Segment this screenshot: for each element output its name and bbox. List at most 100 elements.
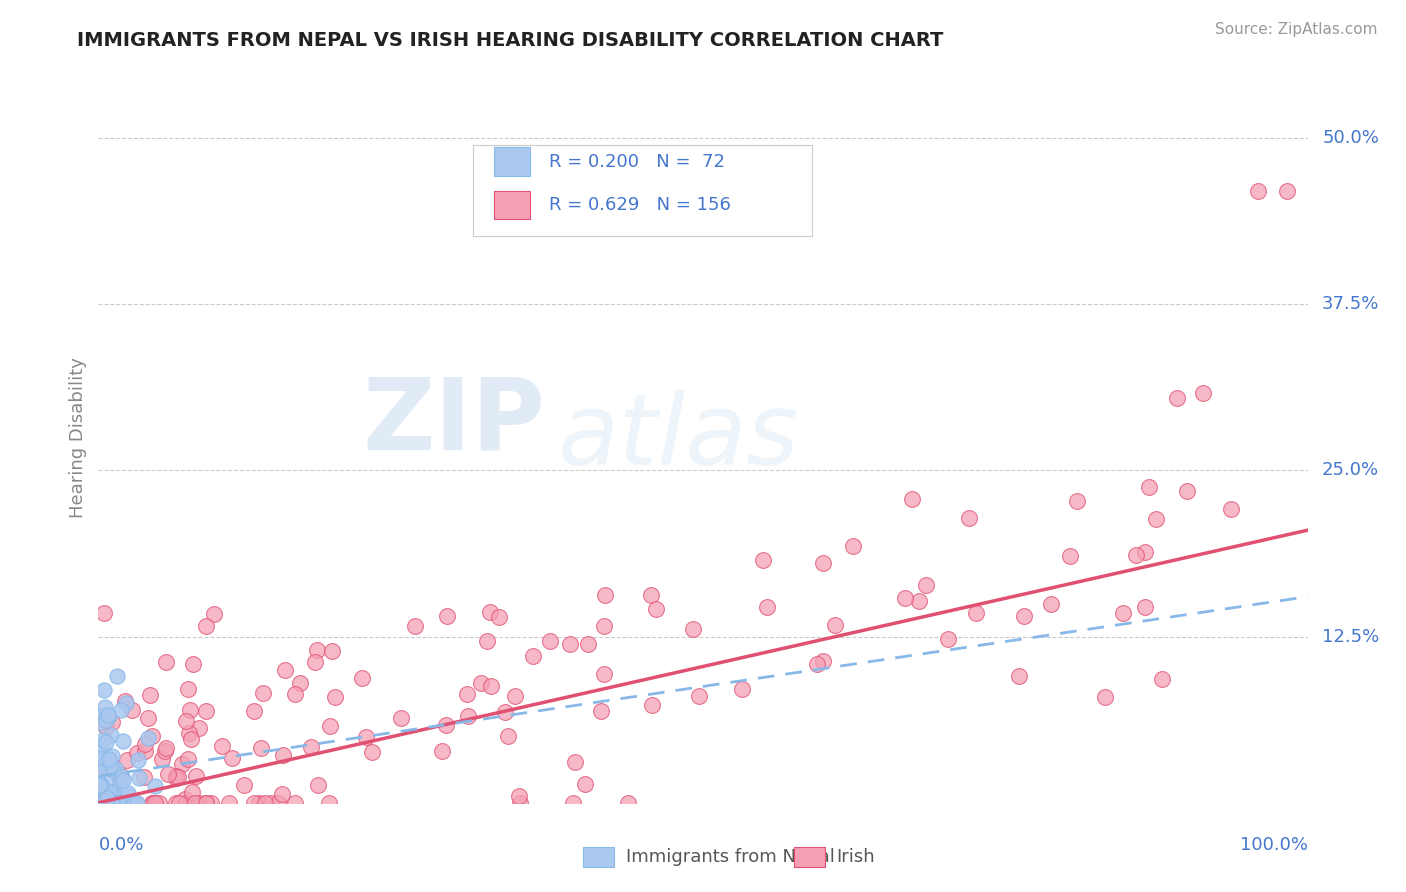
Point <box>756 600 779 615</box>
Point <box>90 779 112 793</box>
Point <box>288 676 311 690</box>
Point <box>90 783 112 797</box>
Point <box>101 796 124 810</box>
Point <box>89 781 111 796</box>
Text: 50.0%: 50.0% <box>1322 128 1379 147</box>
Point <box>148 796 170 810</box>
Text: Immigrants from Nepal: Immigrants from Nepal <box>626 848 835 866</box>
Point <box>195 796 218 810</box>
Point <box>1152 673 1174 687</box>
Point <box>188 796 211 810</box>
Point <box>117 786 139 800</box>
Point <box>270 787 292 801</box>
Point <box>1219 502 1241 516</box>
Point <box>122 796 145 810</box>
Point <box>93 796 115 810</box>
Point <box>89 796 111 810</box>
Point <box>1175 483 1198 498</box>
Point <box>1133 544 1156 558</box>
Point <box>89 796 111 810</box>
Point <box>91 757 114 772</box>
Point <box>404 619 426 633</box>
Point <box>1012 609 1035 624</box>
Point <box>165 796 187 810</box>
Point <box>108 796 131 810</box>
Point <box>143 780 166 794</box>
Point <box>1144 512 1167 526</box>
Point <box>90 795 112 809</box>
Text: Source: ZipAtlas.com: Source: ZipAtlas.com <box>1215 22 1378 37</box>
Point <box>89 778 111 792</box>
Point <box>173 791 195 805</box>
Point <box>894 591 917 606</box>
Point <box>101 764 124 778</box>
Point <box>688 689 710 703</box>
Point <box>90 757 112 772</box>
Point <box>271 747 294 762</box>
Point <box>89 796 111 810</box>
Point <box>93 682 115 697</box>
Point <box>134 744 156 758</box>
Point <box>509 796 531 810</box>
Point <box>564 755 586 769</box>
Point <box>93 784 115 798</box>
Point <box>165 771 187 785</box>
Point <box>470 676 492 690</box>
Point <box>211 739 233 753</box>
Point <box>96 788 118 802</box>
Point <box>94 756 117 771</box>
Point <box>936 632 959 647</box>
Point <box>121 703 143 717</box>
Point <box>436 609 458 624</box>
Point <box>488 610 510 624</box>
Point <box>194 704 217 718</box>
Point <box>247 796 270 810</box>
Point <box>496 729 519 743</box>
Point <box>111 773 134 788</box>
Text: 100.0%: 100.0% <box>1240 836 1308 854</box>
Point <box>87 796 110 810</box>
Point <box>965 607 987 621</box>
Point <box>221 751 243 765</box>
Point <box>430 744 453 758</box>
Point <box>456 687 478 701</box>
Text: R = 0.200   N =  72: R = 0.200 N = 72 <box>550 153 725 170</box>
Point <box>181 785 204 799</box>
Point <box>250 740 273 755</box>
Point <box>172 757 194 772</box>
Point <box>107 796 129 810</box>
Point <box>89 751 111 765</box>
Point <box>101 796 124 810</box>
Point <box>243 704 266 718</box>
Point <box>576 637 599 651</box>
Point <box>101 714 124 729</box>
Point <box>94 775 117 789</box>
Point <box>730 682 752 697</box>
Point <box>305 642 328 657</box>
Point <box>127 746 149 760</box>
Point <box>108 796 131 810</box>
Point <box>1059 549 1081 563</box>
Point <box>177 681 200 696</box>
Point <box>641 698 664 712</box>
Point <box>354 730 377 744</box>
Point <box>1137 480 1160 494</box>
Point <box>284 796 307 810</box>
Point <box>96 790 118 805</box>
Point <box>125 796 148 810</box>
Point <box>90 778 112 792</box>
Point <box>98 785 121 799</box>
Point <box>110 796 132 810</box>
Point <box>107 669 129 683</box>
Point <box>177 725 200 739</box>
Point <box>1166 391 1188 405</box>
Point <box>682 622 704 636</box>
Point <box>93 796 115 810</box>
Point <box>283 688 305 702</box>
Point <box>752 553 775 567</box>
Text: atlas: atlas <box>558 389 800 485</box>
Point <box>304 655 326 669</box>
Point <box>110 796 132 810</box>
Point <box>141 729 163 743</box>
Point <box>194 796 217 810</box>
